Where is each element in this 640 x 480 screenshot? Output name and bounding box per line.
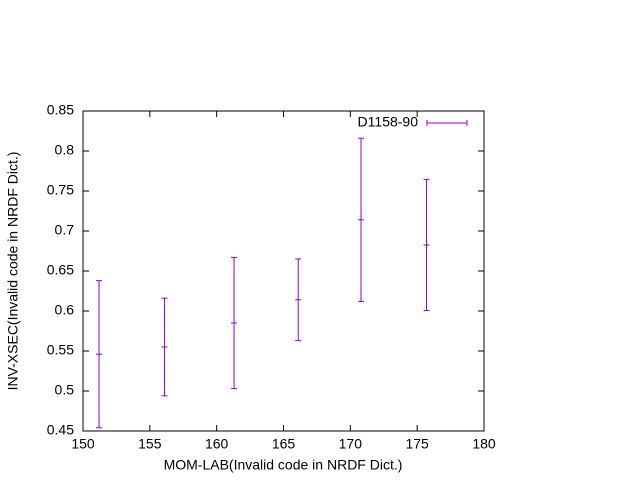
y-tick-label: 0.45 xyxy=(47,422,74,438)
y-tick-label: 0.6 xyxy=(55,302,75,318)
y-tick-label: 0.7 xyxy=(55,222,75,238)
y-tick-label: 0.65 xyxy=(47,262,74,278)
x-tick-label: 155 xyxy=(138,436,162,452)
y-tick-label: 0.5 xyxy=(55,382,75,398)
x-tick-label: 180 xyxy=(472,436,496,452)
legend-label: D1158-90 xyxy=(358,114,419,130)
x-tick-label: 175 xyxy=(405,436,429,452)
x-tick-label: 150 xyxy=(71,436,95,452)
x-tick-label: 170 xyxy=(339,436,363,452)
x-axis-label: MOM-LAB(Invalid code in NRDF Dict.) xyxy=(164,457,403,473)
y-tick-label: 0.85 xyxy=(47,102,74,118)
y-tick-label: 0.8 xyxy=(55,142,75,158)
y-tick-label: 0.55 xyxy=(47,342,74,358)
y-axis-label: INV-XSEC(Invalid code in NRDF Dict.) xyxy=(5,152,21,391)
y-tick-label: 0.75 xyxy=(47,182,74,198)
x-tick-label: 165 xyxy=(272,436,296,452)
plot-frame xyxy=(82,110,485,432)
x-tick-label: 160 xyxy=(205,436,229,452)
